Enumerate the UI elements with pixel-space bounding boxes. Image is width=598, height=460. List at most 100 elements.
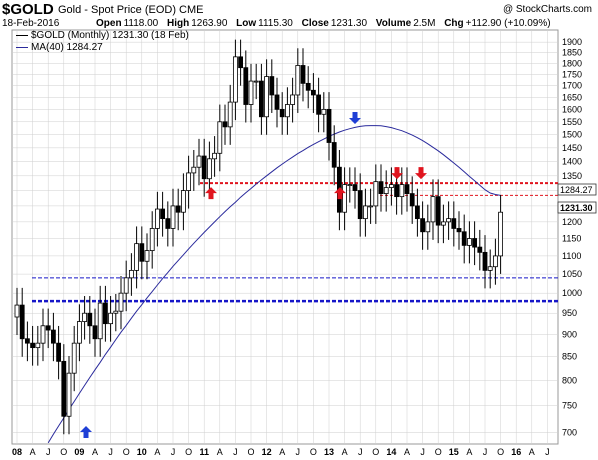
price-bar-body bbox=[420, 218, 426, 233]
x-tick-label: A bbox=[342, 447, 348, 457]
price-bar-body bbox=[378, 181, 384, 194]
y-tick-label: 1350 bbox=[562, 171, 582, 181]
price-bar-body bbox=[108, 312, 113, 325]
x-tick-label: 09 bbox=[74, 447, 84, 457]
signal-arrows bbox=[80, 112, 427, 438]
price-bar-body bbox=[56, 342, 61, 362]
x-tick-label: J bbox=[233, 447, 238, 457]
y-tick-label: 1750 bbox=[562, 69, 582, 79]
price-bar-body bbox=[388, 184, 394, 188]
x-tick-label: 14 bbox=[386, 447, 396, 457]
price-bar-body bbox=[357, 190, 363, 220]
price-bar-body bbox=[118, 292, 124, 312]
ohlc-summary: Open 1118.00 High 1263.90 Low 1115.30 Close… bbox=[90, 18, 551, 29]
chg-value: +112.90 (+10.09%) bbox=[465, 18, 551, 29]
price-bar-body bbox=[414, 205, 420, 220]
price-bar-body bbox=[175, 205, 181, 213]
price-tags: 1284.27 1231.30 bbox=[557, 183, 597, 214]
price-bar-body bbox=[440, 221, 446, 226]
price-bar-body bbox=[134, 243, 140, 271]
price-bar-body bbox=[472, 238, 478, 248]
price-bar-body bbox=[14, 304, 20, 318]
legend-price-label: $GOLD (Monthly) 1231.30 (18 Feb) bbox=[31, 30, 189, 41]
symbol-title: $GOLD bbox=[2, 1, 54, 18]
open-value: 1118.00 bbox=[123, 18, 159, 29]
price-bar-body bbox=[35, 342, 41, 349]
x-tick-label: A bbox=[154, 447, 160, 457]
price-bar-body bbox=[342, 184, 348, 213]
y-tick-label: 1500 bbox=[562, 130, 582, 140]
price-bar-body bbox=[295, 65, 301, 96]
price-bar-body bbox=[331, 142, 337, 168]
volume-value: 2.5M bbox=[413, 18, 436, 29]
price-bar-body bbox=[383, 187, 389, 194]
price-bar-body bbox=[316, 94, 322, 115]
down-arrow-icon bbox=[391, 167, 403, 180]
x-tick-label: O bbox=[247, 447, 254, 457]
x-tick-label: A bbox=[279, 447, 285, 457]
x-tick-label: J bbox=[420, 447, 425, 457]
price-bar-body bbox=[362, 205, 368, 220]
price-bar-body bbox=[45, 325, 51, 331]
y-tick-label: 900 bbox=[562, 329, 577, 339]
y-tick-label: 1100 bbox=[562, 251, 581, 261]
x-tick-label: O bbox=[60, 447, 67, 457]
x-tick-label: A bbox=[92, 447, 98, 457]
price-bar-body bbox=[123, 277, 129, 294]
price-bar-body bbox=[61, 360, 67, 417]
price-bar-body bbox=[451, 218, 457, 229]
x-tick-label: J bbox=[46, 447, 51, 457]
price-bar-body bbox=[492, 255, 498, 268]
low-value: 1115.30 bbox=[258, 18, 293, 29]
price-bar-body bbox=[498, 211, 504, 257]
low-label: Low bbox=[236, 18, 257, 29]
price-bar-body bbox=[66, 372, 72, 417]
price-bar-body bbox=[269, 76, 275, 96]
price-bar-body bbox=[24, 338, 30, 344]
price-bar-body bbox=[394, 184, 400, 198]
price-bar-body bbox=[300, 65, 306, 84]
y-axis: 7007508008509009501000105011001150120012… bbox=[562, 37, 582, 438]
price-bar-body bbox=[212, 152, 218, 160]
price-bar-body bbox=[144, 250, 150, 262]
plot-frame bbox=[11, 29, 559, 445]
down-arrow-icon bbox=[349, 112, 361, 124]
x-tick-label: A bbox=[30, 447, 36, 457]
x-tick-label: O bbox=[123, 447, 130, 457]
y-tick-label: 950 bbox=[562, 308, 577, 318]
x-tick-label: J bbox=[296, 447, 301, 457]
price-bar-body bbox=[201, 155, 207, 180]
price-bar-body bbox=[284, 104, 290, 118]
price-bar-body bbox=[238, 56, 244, 69]
price-bar-body bbox=[264, 76, 270, 118]
price-bar-body bbox=[227, 101, 233, 128]
price-bar-body bbox=[196, 155, 202, 168]
x-tick-label: 12 bbox=[262, 447, 272, 457]
down-arrow-icon bbox=[415, 167, 427, 180]
price-value-tag: 1231.30 bbox=[560, 203, 593, 213]
volume-label: Volume bbox=[375, 18, 412, 29]
price-bar-body bbox=[160, 208, 166, 220]
price-bar-body bbox=[310, 89, 316, 96]
price-bar-body bbox=[113, 310, 119, 314]
price-bar-body bbox=[139, 243, 145, 262]
y-tick-label: 1150 bbox=[562, 234, 581, 244]
price-bar-body bbox=[466, 238, 472, 246]
y-tick-label: 800 bbox=[562, 375, 577, 385]
y-tick-label: 1850 bbox=[562, 48, 582, 58]
price-value-tag-bg bbox=[557, 201, 597, 214]
legend-ma-label: MA(40) 1284.27 bbox=[31, 42, 103, 53]
price-bar-body bbox=[149, 228, 155, 252]
price-bar-body bbox=[482, 251, 488, 271]
high-label: High bbox=[167, 18, 190, 29]
ma-swatch bbox=[16, 46, 28, 48]
y-tick-label: 700 bbox=[562, 428, 577, 438]
x-tick-label: O bbox=[372, 447, 379, 457]
price-bar-body bbox=[232, 56, 238, 103]
price-bar-body bbox=[446, 218, 452, 223]
price-bar-body bbox=[92, 325, 98, 340]
y-tick-label: 1800 bbox=[562, 58, 582, 68]
x-tick-label: O bbox=[185, 447, 192, 457]
price-swatch bbox=[16, 34, 28, 36]
price-bar-body bbox=[71, 342, 77, 374]
